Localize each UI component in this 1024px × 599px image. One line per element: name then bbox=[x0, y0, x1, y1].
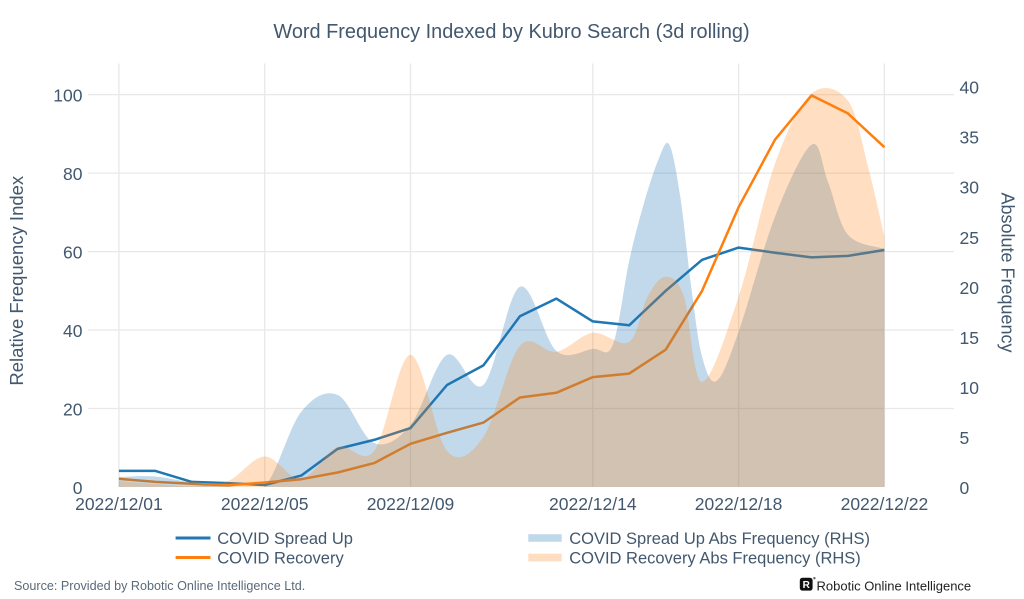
svg-text:20: 20 bbox=[960, 278, 980, 298]
svg-text:15: 15 bbox=[960, 328, 979, 348]
svg-text:5: 5 bbox=[960, 428, 970, 448]
svg-text:30: 30 bbox=[960, 178, 980, 198]
svg-text:Robotic Online Intelligence: Robotic Online Intelligence bbox=[817, 579, 972, 594]
svg-text:20: 20 bbox=[63, 400, 83, 420]
svg-text:2022/12/09: 2022/12/09 bbox=[367, 494, 455, 514]
svg-text:Word Frequency Indexed by Kubr: Word Frequency Indexed by Kubro Search (… bbox=[273, 21, 749, 43]
svg-text:R: R bbox=[803, 580, 811, 591]
svg-text:Source: Provided by Robotic On: Source: Provided by Robotic Online Intel… bbox=[14, 579, 305, 593]
svg-text:2022/12/22: 2022/12/22 bbox=[841, 494, 929, 514]
svg-text:60: 60 bbox=[63, 243, 83, 263]
svg-text:10: 10 bbox=[960, 378, 980, 398]
svg-text:80: 80 bbox=[63, 164, 83, 184]
svg-text:0: 0 bbox=[960, 478, 970, 498]
svg-text:25: 25 bbox=[960, 228, 979, 248]
svg-text:Relative Frequency Index: Relative Frequency Index bbox=[6, 175, 27, 386]
svg-text:COVID Spread Up: COVID Spread Up bbox=[217, 530, 353, 548]
svg-text:2022/12/18: 2022/12/18 bbox=[695, 494, 783, 514]
svg-text:COVID Recovery: COVID Recovery bbox=[217, 550, 344, 568]
svg-text:Absolute Frequency: Absolute Frequency bbox=[998, 192, 1018, 352]
svg-text:COVID Recovery Abs Frequency (: COVID Recovery Abs Frequency (RHS) bbox=[569, 550, 861, 568]
svg-text:40: 40 bbox=[63, 321, 83, 341]
svg-text:2022/12/05: 2022/12/05 bbox=[221, 494, 309, 514]
svg-text:COVID Spread Up Abs Frequency: COVID Spread Up Abs Frequency (RHS) bbox=[569, 530, 870, 548]
svg-text:2022/12/14: 2022/12/14 bbox=[549, 494, 637, 514]
svg-text:0: 0 bbox=[73, 478, 83, 498]
svg-text:40: 40 bbox=[960, 78, 980, 98]
svg-text:2022/12/01: 2022/12/01 bbox=[75, 494, 163, 514]
svg-text:35: 35 bbox=[960, 128, 979, 148]
svg-text:100: 100 bbox=[53, 86, 82, 106]
